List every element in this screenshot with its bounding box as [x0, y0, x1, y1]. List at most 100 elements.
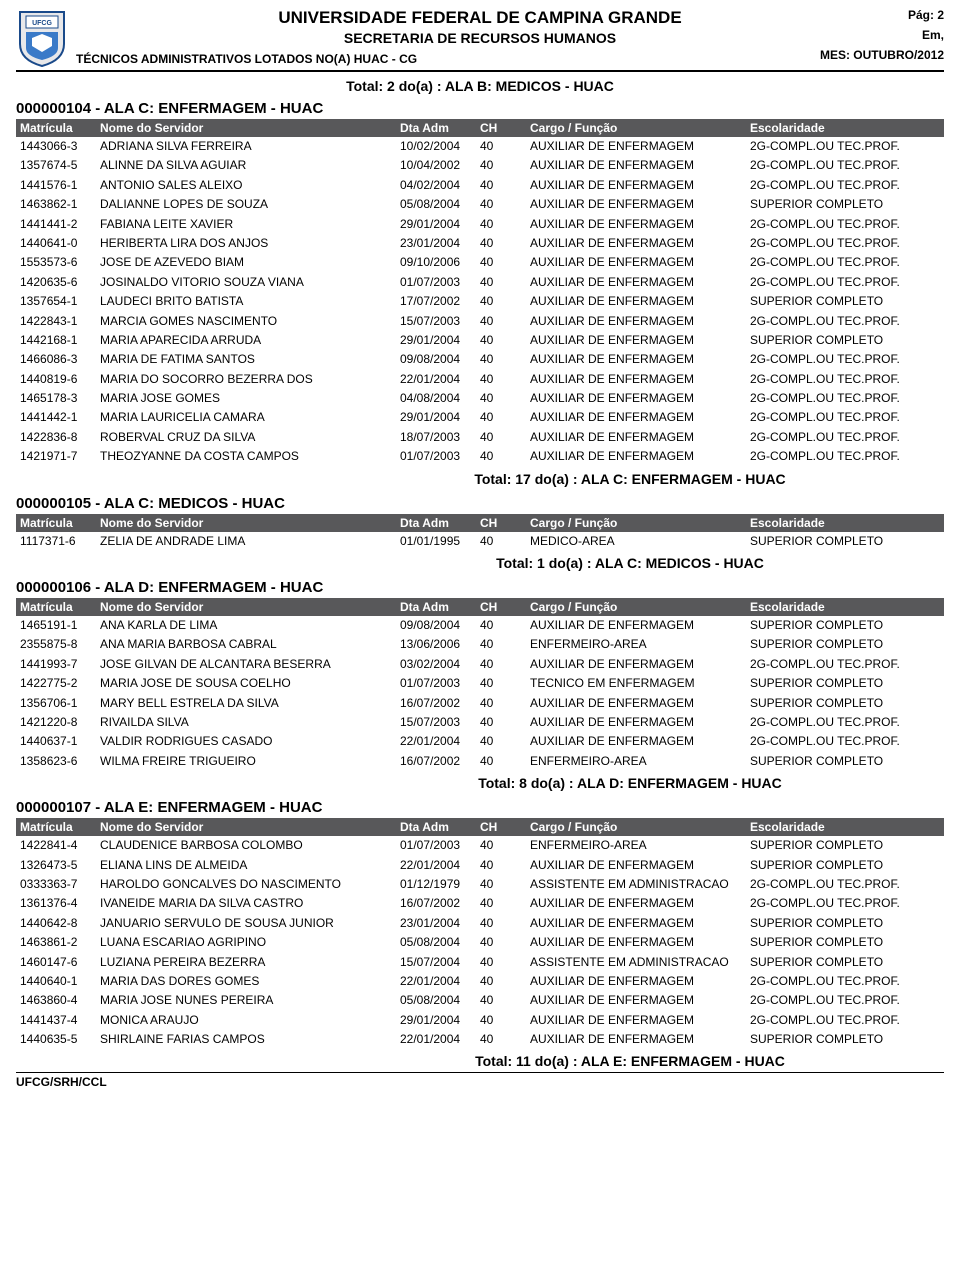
- sections-container: 000000104 - ALA C: ENFERMAGEM - HUAC Matr…: [16, 100, 944, 1069]
- cell-dta: 01/07/2003: [400, 274, 480, 291]
- section-title: 000000104 - ALA C: ENFERMAGEM - HUAC: [16, 100, 944, 117]
- cell-esc: 2G-COMPL.OU TEC.PROF.: [750, 992, 940, 1009]
- col-header-esc: Escolaridade: [750, 121, 940, 135]
- cell-dta: 16/07/2002: [400, 695, 480, 712]
- cell-dta: 16/07/2002: [400, 753, 480, 770]
- cell-cargo: AUXILIAR DE ENFERMAGEM: [510, 274, 750, 291]
- cell-cargo: AUXILIAR DE ENFERMAGEM: [510, 429, 750, 446]
- col-header-matricula: Matrícula: [20, 820, 100, 834]
- cell-matricula: 1440635-5: [20, 1031, 100, 1048]
- cell-dta: 01/07/2003: [400, 675, 480, 692]
- cell-ch: 40: [480, 409, 510, 426]
- cell-esc: SUPERIOR COMPLETO: [750, 196, 940, 213]
- col-header-ch: CH: [480, 600, 510, 614]
- col-header-ch: CH: [480, 820, 510, 834]
- cell-dta: 13/06/2006: [400, 636, 480, 653]
- cell-esc: 2G-COMPL.OU TEC.PROF.: [750, 448, 940, 465]
- col-header-nome: Nome do Servidor: [100, 121, 400, 135]
- cell-ch: 40: [480, 876, 510, 893]
- em-label: Em,: [820, 28, 944, 42]
- cell-cargo: AUXILIAR DE ENFERMAGEM: [510, 448, 750, 465]
- cell-matricula: 1440642-8: [20, 915, 100, 932]
- cell-dta: 18/07/2003: [400, 429, 480, 446]
- cell-nome: JOSE GILVAN DE ALCANTARA BESERRA: [100, 656, 400, 673]
- cell-nome: FABIANA LEITE XAVIER: [100, 216, 400, 233]
- col-header-ch: CH: [480, 516, 510, 530]
- cell-matricula: 2355875-8: [20, 636, 100, 653]
- cell-cargo: AUXILIAR DE ENFERMAGEM: [510, 1031, 750, 1048]
- cell-matricula: 1422841-4: [20, 837, 100, 854]
- cell-esc: 2G-COMPL.OU TEC.PROF.: [750, 351, 940, 368]
- table-row: 1463860-4MARIA JOSE NUNES PEREIRA05/08/2…: [16, 991, 944, 1010]
- cell-ch: 40: [480, 293, 510, 310]
- cell-cargo: TECNICO EM ENFERMAGEM: [510, 675, 750, 692]
- cell-dta: 09/10/2006: [400, 254, 480, 271]
- cell-cargo: AUXILIAR DE ENFERMAGEM: [510, 332, 750, 349]
- cell-nome: MARIA JOSE GOMES: [100, 390, 400, 407]
- table-row: 1422836-8ROBERVAL CRUZ DA SILVA18/07/200…: [16, 428, 944, 447]
- ufcg-logo-icon: UFCG: [16, 8, 68, 68]
- cell-nome: MARIA DAS DORES GOMES: [100, 973, 400, 990]
- col-header-dta: Dta Adm: [400, 516, 480, 530]
- cell-dta: 16/07/2002: [400, 895, 480, 912]
- cell-esc: 2G-COMPL.OU TEC.PROF.: [750, 973, 940, 990]
- cell-matricula: 1463860-4: [20, 992, 100, 1009]
- cell-ch: 40: [480, 895, 510, 912]
- cell-cargo: AUXILIAR DE ENFERMAGEM: [510, 695, 750, 712]
- report-header: UFCG UNIVERSIDADE FEDERAL DE CAMPINA GRA…: [16, 8, 944, 72]
- table-row: 1441993-7JOSE GILVAN DE ALCANTARA BESERR…: [16, 655, 944, 674]
- cell-matricula: 1463861-2: [20, 934, 100, 951]
- cell-matricula: 1361376-4: [20, 895, 100, 912]
- cell-cargo: ENFERMEIRO-AREA: [510, 753, 750, 770]
- top-total: Total: 2 do(a) : ALA B: MEDICOS - HUAC: [16, 78, 944, 94]
- table-row: 1358623-6WILMA FREIRE TRIGUEIRO16/07/200…: [16, 752, 944, 771]
- cell-dta: 29/01/2004: [400, 409, 480, 426]
- cell-dta: 05/08/2004: [400, 196, 480, 213]
- col-header-cargo: Cargo / Função: [510, 121, 750, 135]
- cell-cargo: ENFERMEIRO-AREA: [510, 636, 750, 653]
- cell-cargo: AUXILIAR DE ENFERMAGEM: [510, 656, 750, 673]
- cell-matricula: 1463862-1: [20, 196, 100, 213]
- cell-ch: 40: [480, 714, 510, 731]
- cell-esc: SUPERIOR COMPLETO: [750, 753, 940, 770]
- cell-nome: SHIRLAINE FARIAS CAMPOS: [100, 1031, 400, 1048]
- cell-matricula: 1357654-1: [20, 293, 100, 310]
- cell-nome: JOSE DE AZEVEDO BIAM: [100, 254, 400, 271]
- cell-esc: SUPERIOR COMPLETO: [750, 1031, 940, 1048]
- cell-dta: 05/08/2004: [400, 992, 480, 1009]
- table-row: 1440635-5SHIRLAINE FARIAS CAMPOS22/01/20…: [16, 1030, 944, 1049]
- table-row: 2355875-8ANA MARIA BARBOSA CABRAL13/06/2…: [16, 635, 944, 654]
- cell-dta: 15/07/2003: [400, 313, 480, 330]
- cell-cargo: AUXILIAR DE ENFERMAGEM: [510, 254, 750, 271]
- cell-dta: 22/01/2004: [400, 973, 480, 990]
- cell-nome: THEOZYANNE DA COSTA CAMPOS: [100, 448, 400, 465]
- table-row: 1463861-2LUANA ESCARIAO AGRIPINO05/08/20…: [16, 933, 944, 952]
- cell-matricula: 1421220-8: [20, 714, 100, 731]
- cell-dta: 01/01/1995: [400, 533, 480, 550]
- table-row: 1422841-4CLAUDENICE BARBOSA COLOMBO01/07…: [16, 836, 944, 855]
- col-header-matricula: Matrícula: [20, 600, 100, 614]
- cell-dta: 01/07/2003: [400, 837, 480, 854]
- column-header-row: MatrículaNome do ServidorDta AdmCHCargo …: [16, 514, 944, 532]
- cell-cargo: AUXILIAR DE ENFERMAGEM: [510, 351, 750, 368]
- cell-matricula: 1440640-1: [20, 973, 100, 990]
- cell-matricula: 1422836-8: [20, 429, 100, 446]
- cell-cargo: AUXILIAR DE ENFERMAGEM: [510, 733, 750, 750]
- table-row: 1441437-4MONICA ARAUJO29/01/200440AUXILI…: [16, 1011, 944, 1030]
- cell-cargo: AUXILIAR DE ENFERMAGEM: [510, 934, 750, 951]
- cell-matricula: 1422775-2: [20, 675, 100, 692]
- cell-dta: 15/07/2004: [400, 954, 480, 971]
- report-title: TÉCNICOS ADMINISTRATIVOS LOTADOS NO(A) H…: [76, 52, 944, 66]
- cell-esc: SUPERIOR COMPLETO: [750, 332, 940, 349]
- section-total: Total: 1 do(a) : ALA C: MEDICOS - HUAC: [16, 555, 944, 571]
- cell-ch: 40: [480, 332, 510, 349]
- table-row: 1440637-1VALDIR RODRIGUES CASADO22/01/20…: [16, 732, 944, 751]
- cell-nome: ANA KARLA DE LIMA: [100, 617, 400, 634]
- table-row: 1440642-8JANUARIO SERVULO DE SOUSA JUNIO…: [16, 914, 944, 933]
- cell-matricula: 1422843-1: [20, 313, 100, 330]
- table-row: 1463862-1DALIANNE LOPES DE SOUZA05/08/20…: [16, 195, 944, 214]
- cell-nome: JANUARIO SERVULO DE SOUSA JUNIOR: [100, 915, 400, 932]
- cell-matricula: 1420635-6: [20, 274, 100, 291]
- cell-ch: 40: [480, 138, 510, 155]
- cell-cargo: AUXILIAR DE ENFERMAGEM: [510, 973, 750, 990]
